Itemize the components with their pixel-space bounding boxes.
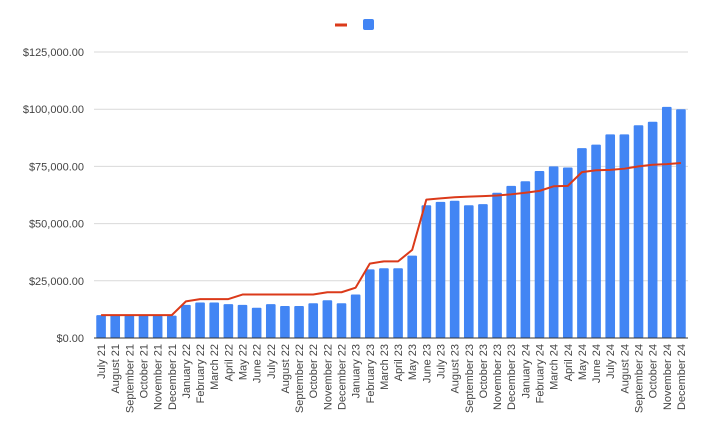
- y-tick-label: $125,000.00: [23, 47, 84, 59]
- bar: [393, 268, 403, 338]
- x-tick-label: December 24: [676, 344, 688, 410]
- line-path: [101, 161, 682, 317]
- bar: [407, 255, 418, 338]
- x-tick-label: July 24: [605, 344, 617, 379]
- x-tick-label: October 24: [648, 344, 660, 398]
- bar: [605, 134, 616, 338]
- x-tick-label: March 24: [549, 344, 561, 390]
- x-tick-label: December 23: [506, 344, 518, 410]
- bar: [478, 204, 488, 338]
- bar: [619, 134, 630, 338]
- x-tick-label: July 22: [266, 344, 278, 379]
- y-axis-ticks: $0.00 $25,000.00 $50,000.00 $75,000.00 $100,…: [23, 47, 84, 345]
- x-tick-label: April 24: [563, 344, 575, 381]
- x-tick-label: November 23: [492, 344, 504, 410]
- x-axis-ticks: July 21 August 21 September 21 October 21 No…: [96, 344, 688, 413]
- bar: [492, 192, 502, 338]
- x-tick-label: September 24: [634, 344, 646, 413]
- bar: [195, 302, 205, 338]
- bar: [166, 315, 177, 338]
- bar: [294, 305, 304, 338]
- bar: [138, 315, 149, 338]
- bar: [577, 148, 587, 338]
- bar: [449, 200, 460, 338]
- x-tick-label: December 21: [167, 344, 179, 410]
- bar: [421, 205, 432, 338]
- x-tick-label: March 22: [209, 344, 221, 390]
- bar: [209, 302, 220, 338]
- gridlines: [94, 51, 688, 282]
- x-tick-label: October 22: [308, 344, 320, 398]
- bar: [661, 106, 672, 338]
- y-tick-label: $0.00: [56, 333, 84, 345]
- x-tick-label: March 23: [379, 344, 391, 390]
- bar: [364, 269, 375, 338]
- x-tick-label: October 23: [478, 344, 490, 398]
- x-tick-label: February 22: [195, 344, 207, 403]
- x-tick-label: May 23: [407, 344, 419, 380]
- x-tick-label: February 23: [365, 344, 377, 403]
- x-tick-label: June 22: [252, 344, 264, 383]
- x-tick-label: August 24: [619, 344, 631, 394]
- bar: [280, 305, 290, 338]
- x-tick-label: August 23: [450, 344, 462, 394]
- x-tick-label: September 21: [124, 344, 136, 413]
- bar: [181, 304, 191, 338]
- bar: [152, 315, 163, 338]
- x-tick-label: July 23: [436, 344, 448, 379]
- bar: [676, 109, 686, 338]
- bar: [435, 201, 446, 338]
- y-tick-label: $100,000.00: [23, 104, 84, 116]
- line-series: [101, 161, 682, 317]
- x-tick-label: February 24: [535, 344, 547, 403]
- bar: [223, 304, 234, 338]
- x-tick-label: December 22: [337, 344, 349, 410]
- bar: [124, 315, 135, 338]
- bar: [308, 303, 319, 338]
- x-tick-label: September 22: [294, 344, 306, 413]
- bar: [463, 205, 474, 338]
- bar: [633, 125, 644, 338]
- x-tick-label: June 23: [421, 344, 433, 383]
- bar: [591, 144, 601, 338]
- x-tick-label: November 22: [322, 344, 334, 410]
- bar: [506, 185, 517, 338]
- bar: [322, 300, 333, 338]
- bar: [350, 294, 361, 338]
- bar: [251, 307, 262, 338]
- bar: [237, 304, 248, 338]
- x-tick-label: May 24: [577, 344, 589, 380]
- x-tick-label: January 22: [181, 344, 193, 398]
- x-tick-label: October 21: [139, 344, 151, 398]
- y-tick-label: $75,000.00: [29, 161, 84, 173]
- bar: [534, 170, 545, 338]
- x-tick-label: April 22: [223, 344, 235, 381]
- bar: [647, 121, 658, 338]
- bar: [96, 315, 106, 338]
- bar: [520, 181, 531, 338]
- legend-bar-swatch: [363, 19, 374, 30]
- bar: [548, 166, 559, 338]
- x-tick-label: June 24: [591, 344, 603, 383]
- x-tick-label: April 23: [393, 344, 405, 381]
- bar: [562, 167, 573, 338]
- x-tick-label: November 21: [153, 344, 165, 410]
- x-tick-label: November 24: [662, 344, 674, 410]
- x-tick-label: August 22: [280, 344, 292, 394]
- bar-series: [96, 106, 686, 338]
- x-tick-label: January 24: [520, 344, 532, 398]
- x-tick-label: August 21: [110, 344, 122, 394]
- bar: [336, 303, 347, 338]
- y-tick-label: $25,000.00: [29, 276, 84, 288]
- y-tick-label: $50,000.00: [29, 219, 84, 231]
- legend: [335, 19, 374, 30]
- x-tick-label: January 23: [351, 344, 363, 398]
- bar: [110, 315, 121, 338]
- bar: [379, 268, 389, 338]
- x-tick-label: September 23: [464, 344, 476, 413]
- bar: [265, 304, 276, 338]
- x-tick-label: May 22: [238, 344, 250, 380]
- x-tick-label: July 21: [96, 344, 108, 379]
